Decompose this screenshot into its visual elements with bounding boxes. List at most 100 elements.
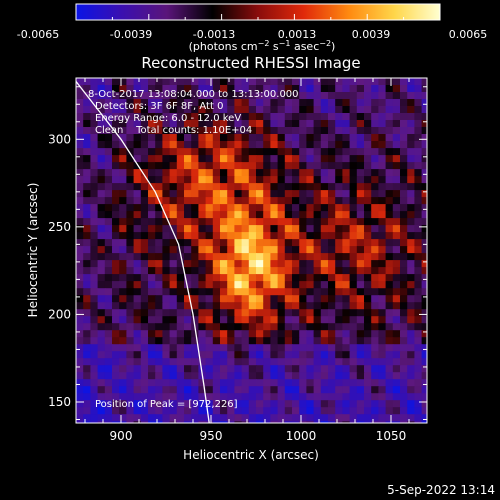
heatmap-cell [76, 99, 84, 107]
heatmap-cell [299, 337, 307, 345]
heatmap-cell [335, 281, 343, 289]
heatmap-cell [119, 246, 127, 254]
heatmap-cell [162, 414, 171, 422]
heatmap-cell [342, 85, 351, 93]
heatmap-cell [277, 204, 286, 212]
heatmap-cell [277, 281, 286, 289]
heatmap-cell [76, 120, 84, 128]
heatmap-cell [349, 218, 358, 226]
heatmap-cell [270, 316, 279, 324]
heatmap-cell [112, 176, 120, 184]
heatmap-cell [378, 351, 387, 359]
heatmap-cell [256, 85, 264, 93]
heatmap-cell [342, 372, 351, 380]
heatmap-cell [277, 330, 286, 338]
heatmap-cell [241, 92, 250, 100]
heatmap-cell [284, 120, 293, 128]
heatmap-cell [320, 232, 329, 240]
heatmap-cell [212, 92, 221, 100]
heatmap-cell [112, 288, 120, 296]
heatmap-cell [241, 134, 250, 142]
heatmap-cell [392, 421, 401, 423]
heatmap-cell [148, 169, 156, 177]
heatmap-cell [119, 239, 127, 247]
heatmap-cell [220, 176, 228, 184]
heatmap-cell [320, 302, 329, 310]
heatmap-cell [328, 106, 336, 114]
heatmap-cell [241, 246, 250, 254]
heatmap-cell [256, 309, 264, 317]
heatmap-cell [83, 295, 91, 303]
heatmap-cell [292, 281, 300, 289]
heatmap-cell [270, 260, 279, 268]
heatmap-cell [364, 169, 372, 177]
heatmap-cell [212, 176, 221, 184]
heatmap-cell [335, 162, 343, 170]
heatmap-cell [119, 176, 127, 184]
heatmap-cell [176, 344, 185, 352]
heatmap-cell [140, 169, 149, 177]
heatmap-cell [270, 365, 279, 373]
heatmap-cell [292, 155, 300, 163]
heatmap-cell [371, 183, 379, 191]
heatmap-cell [270, 92, 279, 100]
heatmap-cell [90, 176, 99, 184]
heatmap-cell [76, 148, 84, 156]
heatmap-cell [148, 365, 156, 373]
heatmap-cell [212, 260, 221, 268]
heatmap-cell [83, 407, 91, 415]
heatmap-cell [299, 316, 307, 324]
heatmap-cell [184, 92, 192, 100]
heatmap-cell [198, 134, 207, 142]
heatmap-cell [421, 155, 427, 163]
heatmap-cell [76, 344, 84, 352]
heatmap-cell [292, 323, 300, 331]
heatmap-cell [227, 274, 235, 282]
heatmap-cell [155, 85, 163, 93]
heatmap-cell [148, 239, 156, 247]
heatmap-cell [284, 85, 293, 93]
heatmap-cell [162, 372, 171, 380]
heatmap-cell [256, 372, 264, 380]
heatmap-cell [227, 92, 235, 100]
heatmap-cell [104, 302, 113, 310]
heatmap-cell [328, 309, 336, 317]
heatmap-cell [148, 316, 156, 324]
heatmap-cell [277, 260, 286, 268]
heatmap-cell [335, 351, 343, 359]
heatmap-cell [378, 232, 387, 240]
heatmap-cell [371, 106, 379, 114]
heatmap-cell [349, 260, 358, 268]
heatmap-cell [284, 316, 293, 324]
heatmap-cell [112, 316, 120, 324]
heatmap-cell [234, 162, 243, 170]
heatmap-cell [284, 351, 293, 359]
heatmap-cell [212, 358, 221, 366]
heatmap-cell [169, 365, 178, 373]
heatmap-cell [148, 288, 156, 296]
heatmap-cell [248, 225, 257, 233]
heatmap-cell [227, 253, 235, 261]
heatmap-cell [220, 393, 228, 401]
heatmap-cell [191, 309, 199, 317]
heatmap-cell [162, 211, 171, 219]
heatmap-cell [371, 414, 379, 422]
heatmap-cell [169, 330, 178, 338]
heatmap-cell [342, 274, 351, 282]
heatmap-cell [284, 309, 293, 317]
heatmap-cell [205, 323, 214, 331]
heatmap-cell [205, 232, 214, 240]
heatmap-cell [356, 134, 365, 142]
heatmap-cell [356, 323, 365, 331]
heatmap-cell [320, 106, 329, 114]
heatmap-cell [277, 407, 286, 415]
heatmap-cell [400, 274, 408, 282]
heatmap-cell [241, 113, 250, 121]
heatmap-cell [83, 197, 91, 205]
heatmap-cell [414, 302, 423, 310]
heatmap-cell [414, 365, 423, 373]
heatmap-cell [342, 267, 351, 275]
heatmap-cell [126, 407, 135, 415]
heatmap-cell [342, 260, 351, 268]
heatmap-cell [349, 106, 358, 114]
